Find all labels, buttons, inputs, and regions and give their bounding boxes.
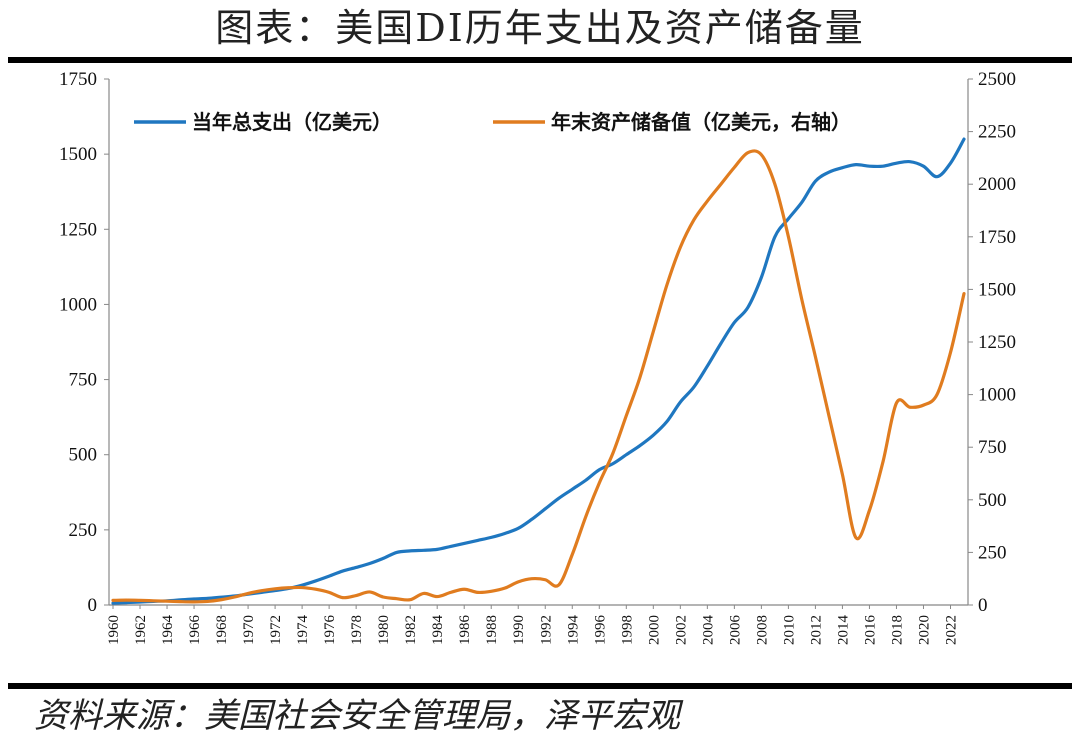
left-tick-label: 250 [69, 520, 98, 541]
x-tick-label: 1986 [457, 615, 473, 646]
x-tick-label: 1960 [106, 615, 122, 645]
right-tick-label: 1500 [978, 279, 1016, 300]
x-tick-label: 2018 [889, 615, 905, 645]
x-tick-label: 2012 [808, 615, 824, 645]
left-tick-label: 1250 [59, 219, 97, 240]
x-tick-label: 1980 [376, 615, 392, 645]
left-tick-label: 1750 [59, 69, 97, 90]
legend-label-2: 年末资产储备值（亿美元，右轴） [551, 110, 851, 134]
right-tick-label: 2500 [978, 69, 1016, 90]
x-tick-label: 1970 [241, 615, 257, 645]
x-tick-label: 1992 [538, 615, 554, 645]
x-tick-label: 1998 [619, 615, 635, 645]
x-tick-label: 1978 [349, 615, 365, 645]
right-tick-label: 500 [978, 490, 1007, 511]
x-tick-label: 2002 [673, 615, 689, 645]
left-tick-label: 1000 [59, 294, 97, 315]
series-line-1 [111, 137, 966, 605]
x-tick-label: 1962 [133, 615, 149, 645]
bottom-rule [8, 683, 1072, 689]
top-rule [8, 57, 1072, 63]
x-tick-label: 2016 [862, 615, 878, 646]
series-group [111, 137, 966, 605]
left-tick-label: 0 [88, 595, 98, 616]
x-tick-label: 1974 [295, 615, 311, 646]
x-tick-label: 1972 [268, 615, 284, 645]
right-tick-label: 1000 [978, 385, 1016, 406]
right-tick-label: 1250 [978, 332, 1016, 353]
x-tick-label: 2000 [646, 615, 662, 645]
chart-title: 图表：美国DI历年支出及资产储备量 [215, 6, 865, 50]
x-tick-label: 2008 [754, 615, 770, 645]
x-tick-label: 1994 [565, 615, 581, 646]
right-tick-label: 750 [978, 437, 1007, 458]
series-line-2 [111, 149, 966, 604]
x-tick-label: 1996 [592, 615, 608, 646]
left-tick-label: 750 [69, 370, 98, 391]
x-tick-label: 1990 [511, 615, 527, 645]
x-tick-label: 2010 [781, 615, 797, 645]
left-tick-label: 500 [69, 445, 98, 466]
left-tick-label: 1500 [59, 144, 97, 165]
x-tick-label: 1968 [214, 615, 230, 645]
legend-label-1: 当年总支出（亿美元） [192, 110, 392, 134]
source-note: 资料来源：美国社会安全管理局，泽平宏观 [34, 696, 680, 736]
x-tick-label: 2004 [700, 615, 716, 646]
right-tick-label: 1750 [978, 227, 1016, 248]
x-tick-label: 2006 [727, 615, 743, 646]
x-tick-label: 2020 [916, 615, 932, 645]
right-tick-label: 250 [978, 542, 1007, 563]
x-tick-label: 1984 [430, 615, 446, 646]
axes: 0 250 500 750 1000 1250 1500 1750 0 250 500 750 1000… [59, 69, 1016, 645]
legend: 当年总支出（亿美元） 年末资产储备值（亿美元，右轴） [134, 110, 851, 134]
x-tick-label: 1964 [160, 615, 176, 646]
x-tick-label: 2014 [835, 615, 851, 646]
x-tick-label: 1976 [322, 615, 338, 646]
right-tick-label: 0 [978, 595, 988, 616]
x-tick-label: 2022 [943, 615, 959, 645]
x-tick-label: 1982 [403, 615, 419, 645]
x-tick-label: 1988 [484, 615, 500, 645]
right-tick-label: 2000 [978, 174, 1016, 195]
right-tick-label: 2250 [978, 122, 1016, 143]
x-tick-label: 1966 [187, 615, 203, 646]
